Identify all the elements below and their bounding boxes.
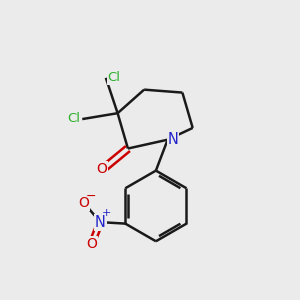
Text: Cl: Cl [68, 112, 80, 125]
Text: Cl: Cl [108, 71, 121, 84]
Text: −: − [85, 190, 96, 203]
Text: N: N [167, 132, 178, 147]
Text: O: O [78, 196, 89, 210]
Text: N: N [95, 214, 106, 230]
Text: +: + [102, 208, 111, 218]
Text: O: O [96, 162, 107, 176]
Text: O: O [86, 237, 97, 251]
